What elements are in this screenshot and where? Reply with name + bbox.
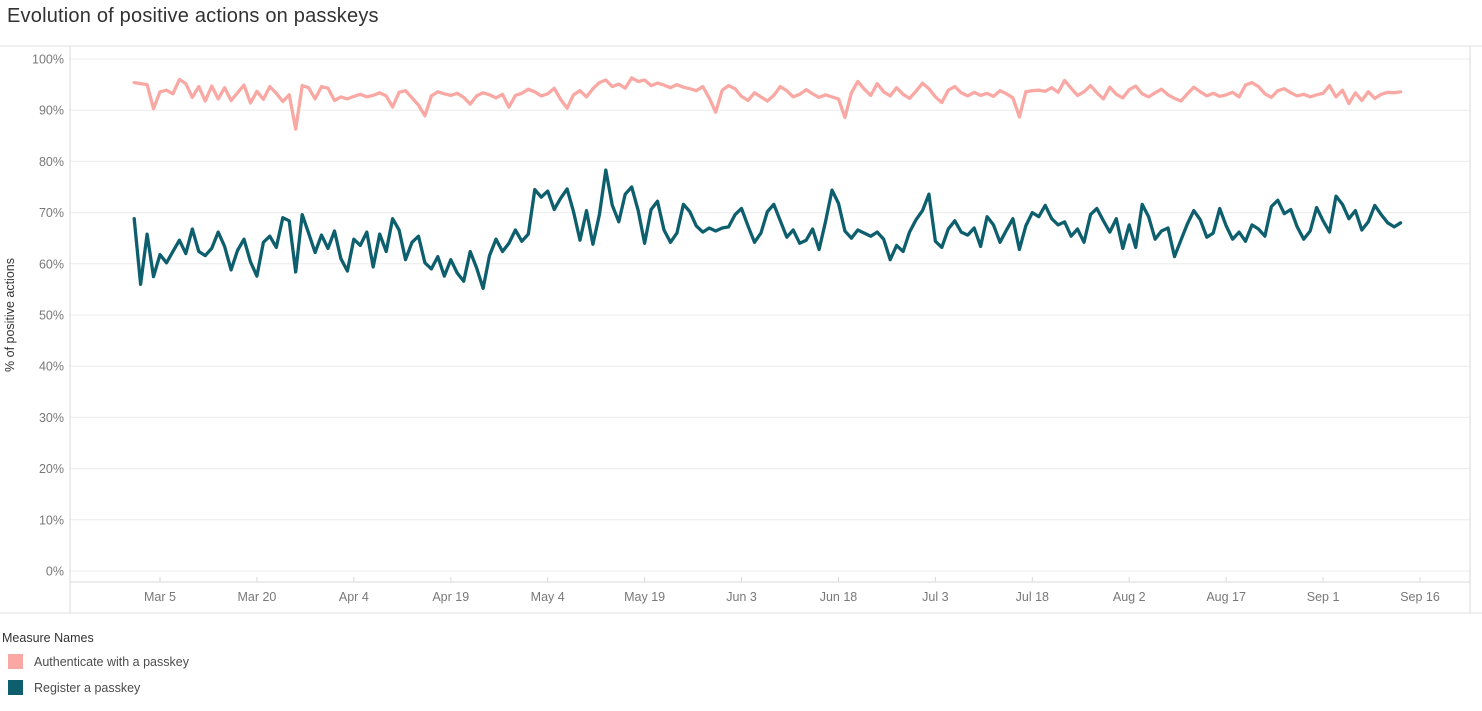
- x-tick-label[interactable]: Sep 1: [1307, 590, 1340, 604]
- x-tick-label[interactable]: Jun 18: [820, 590, 858, 604]
- x-tick-label[interactable]: Jul 18: [1016, 590, 1049, 604]
- x-tick-label[interactable]: Aug 17: [1206, 590, 1246, 604]
- x-tick-label[interactable]: Sep 16: [1400, 590, 1440, 604]
- x-tick-label[interactable]: Apr 4: [339, 590, 369, 604]
- y-tick-label: 40%: [39, 360, 64, 374]
- legend-title: Measure Names: [2, 631, 94, 645]
- x-tick-label[interactable]: Mar 20: [237, 590, 276, 604]
- x-tick-label[interactable]: Mar 5: [144, 590, 176, 604]
- legend-item-label: Authenticate with a passkey: [34, 654, 189, 669]
- y-tick-label: 20%: [39, 462, 64, 476]
- y-tick-label: 80%: [39, 155, 64, 169]
- legend-swatch-pink: [8, 654, 23, 669]
- y-tick-label: 70%: [39, 206, 64, 220]
- y-tick-label: 50%: [39, 309, 64, 323]
- legend-item-authenticate[interactable]: Authenticate with a passkey: [8, 654, 189, 669]
- y-tick-label: 30%: [39, 411, 64, 425]
- y-tick-label: 100%: [32, 53, 64, 67]
- legend-item-label: Register a passkey: [34, 680, 141, 695]
- y-tick-label: 10%: [39, 513, 64, 527]
- page-title: Evolution of positive actions on passkey…: [7, 5, 379, 27]
- x-tick-label[interactable]: Aug 2: [1113, 590, 1146, 604]
- legend-swatch-teal: [8, 680, 23, 695]
- series-line-register-a-passkey[interactable]: [132, 168, 1403, 291]
- legend-item-register[interactable]: Register a passkey: [8, 680, 189, 695]
- x-tick-label[interactable]: Jul 3: [922, 590, 948, 604]
- y-axis-title: % of positive actions: [3, 258, 17, 372]
- x-tick-label[interactable]: Apr 19: [432, 590, 469, 604]
- line-chart: 0% 10% 20% 30% 40% 50% 60% 70% 80% 90% 100% Mar 5 Ma…: [0, 45, 1482, 614]
- x-tick-label[interactable]: May 19: [624, 590, 665, 604]
- y-tick-label: 60%: [39, 257, 64, 271]
- x-tick-label[interactable]: May 4: [531, 590, 565, 604]
- series-line-authenticate-with-a-passkey[interactable]: [132, 76, 1403, 131]
- y-tick-label: 0%: [46, 565, 64, 579]
- y-tick-label: 90%: [39, 104, 64, 118]
- x-tick-label[interactable]: Jun 3: [726, 590, 757, 604]
- legend: Measure Names Authenticate with a passke…: [2, 631, 189, 706]
